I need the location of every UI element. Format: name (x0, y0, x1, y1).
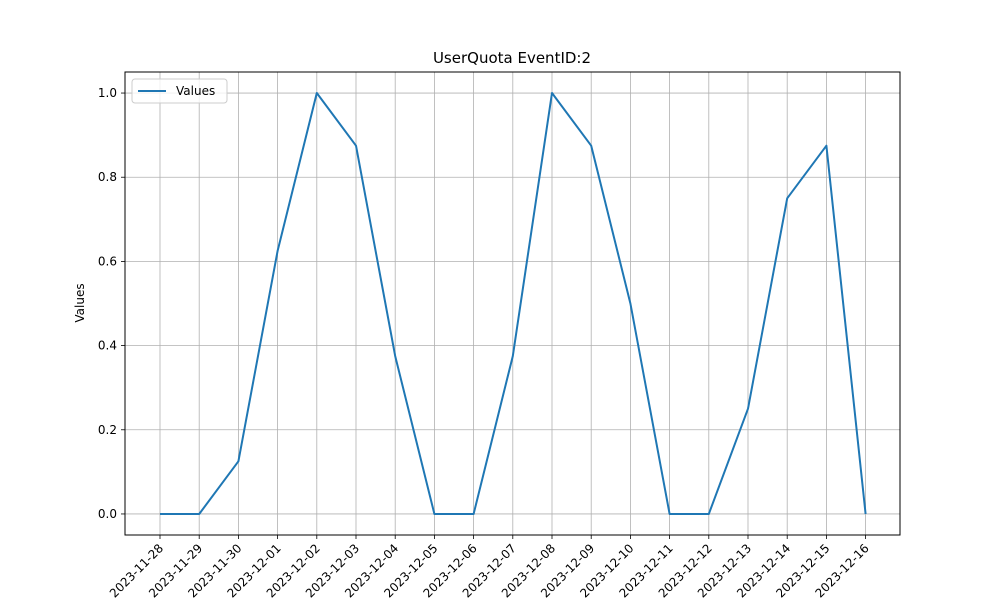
y-tick-label: 0.8 (98, 170, 117, 184)
y-tick-label: 0.4 (98, 339, 117, 353)
legend: Values (131, 78, 228, 104)
legend-label-values: Values (176, 84, 215, 98)
grid (125, 72, 900, 535)
y-tick-label: 0.6 (98, 254, 117, 268)
y-tick-label: 1.0 (98, 86, 117, 100)
y-tick-label: 0.2 (98, 423, 117, 437)
series-line-values (160, 92, 867, 515)
chart-title: UserQuota EventID:2 (433, 49, 591, 67)
series-layer (160, 92, 867, 515)
legend-box (131, 78, 228, 104)
y-tick-label: 0.0 (98, 507, 117, 521)
y-axis-label: Values (73, 283, 87, 322)
